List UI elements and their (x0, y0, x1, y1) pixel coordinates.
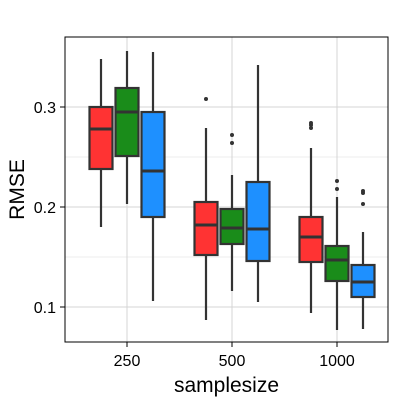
outlier-point (230, 133, 234, 137)
outlier-point (230, 141, 234, 145)
x-tick-label: 1000 (319, 353, 355, 370)
boxes (88, 51, 376, 330)
outlier-point (309, 121, 313, 125)
outlier-point (309, 126, 313, 130)
y-tick-label: 0.1 (34, 300, 56, 317)
box (193, 200, 219, 257)
x-tick-label: 250 (114, 353, 141, 370)
y-tick-label: 0.3 (34, 100, 56, 117)
x-axis-label: samplesize (174, 374, 279, 397)
outlier-point (361, 202, 365, 206)
x-tick-label: 500 (219, 353, 246, 370)
outlier-point (361, 189, 365, 193)
box (324, 244, 350, 283)
box (298, 215, 324, 264)
plot-frame (64, 36, 389, 343)
outlier-point (335, 179, 339, 183)
box (245, 180, 271, 263)
outlier-point (204, 97, 208, 101)
grid (65, 37, 388, 342)
y-axis-label: RMSE (6, 159, 29, 220)
box (114, 86, 140, 158)
outlier-point (335, 187, 339, 191)
axes: 0.1 0.2 0.3 250 500 1000 (34, 100, 355, 370)
y-tick-label: 0.2 (34, 200, 56, 217)
box (140, 110, 166, 219)
box (88, 105, 114, 171)
